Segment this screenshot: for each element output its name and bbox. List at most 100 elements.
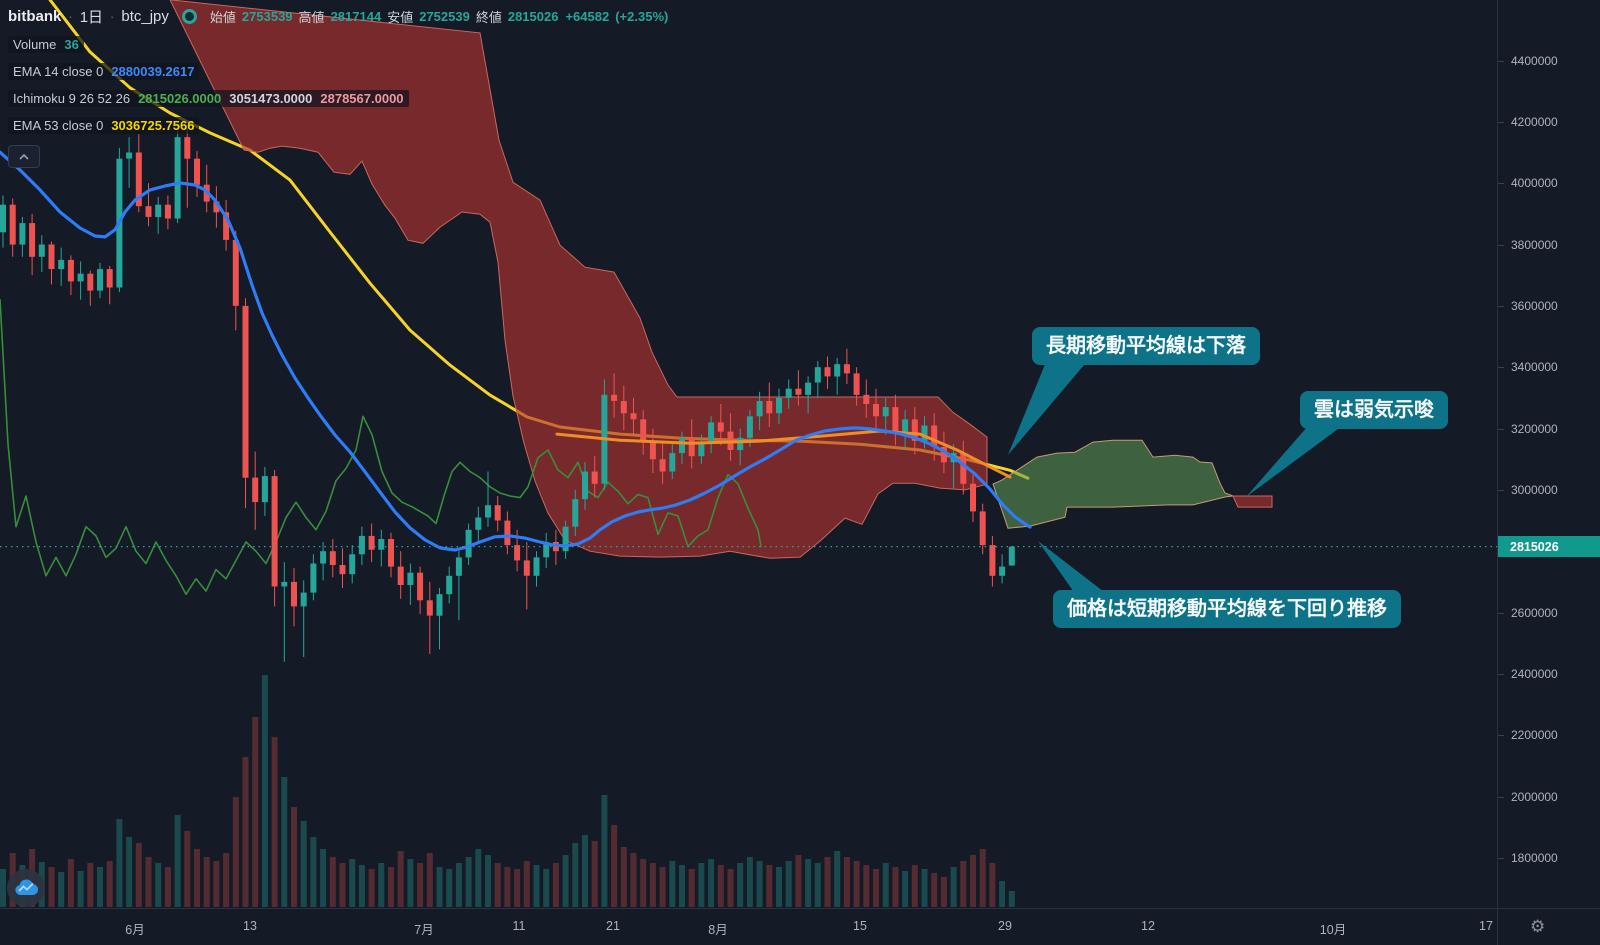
candle-body xyxy=(378,539,385,550)
volume-bar xyxy=(795,855,802,907)
candle-body xyxy=(669,453,676,472)
symbol-title-row[interactable]: bitbank · 1日 · btc_jpy 始値 2753539 高値 281714… xyxy=(8,4,668,28)
volume-bar xyxy=(766,865,773,907)
candle-body xyxy=(155,204,162,217)
callout-long-ma-falling[interactable]: 長期移動平均線は下落 xyxy=(1032,327,1260,365)
axis-settings-corner: ⚙ xyxy=(1497,908,1600,945)
candle-body xyxy=(805,382,812,395)
price-tick-label: 4400000 xyxy=(1511,53,1558,68)
price-tick xyxy=(1498,60,1504,62)
volume-bar xyxy=(261,675,268,907)
volume-bar xyxy=(834,851,841,907)
candle-body xyxy=(77,273,84,282)
volume-bar xyxy=(475,849,482,907)
price-tick-label: 4200000 xyxy=(1511,114,1558,129)
indicator-name: EMA 14 close 0 xyxy=(13,63,104,79)
chevron-up-icon xyxy=(19,153,29,160)
legend-row-ema14[interactable]: EMA 14 close 0 2880039.2617 xyxy=(8,60,668,82)
volume-bar xyxy=(630,853,637,907)
interval-label[interactable]: 1日 xyxy=(79,8,104,26)
ichimoku-mini-bearish-cloud xyxy=(1232,495,1273,508)
volume-bar xyxy=(0,869,6,907)
candle-body xyxy=(591,471,598,484)
candle-body xyxy=(970,483,976,512)
indicator-legend-rows: Volume 36 EMA 14 close 0 2880039.2617 Ichimo… xyxy=(8,33,668,136)
exchange-name[interactable]: bitbank xyxy=(8,7,62,25)
candle-body xyxy=(9,204,16,245)
volume-bar xyxy=(320,849,327,907)
candlestick-chart-canvas[interactable] xyxy=(0,0,1497,908)
candle-body xyxy=(29,223,36,257)
chart-plot-area[interactable] xyxy=(0,0,1497,908)
candle-body xyxy=(863,394,870,404)
ohlc-value: 2815026 xyxy=(507,8,559,24)
candle-body xyxy=(485,505,491,518)
candle-body xyxy=(814,367,821,383)
candle-body xyxy=(58,259,65,270)
gear-icon[interactable]: ⚙ xyxy=(1530,917,1546,936)
volume-bar xyxy=(504,867,511,907)
candle-body xyxy=(349,554,356,575)
volume-bar xyxy=(999,881,1006,907)
volume-bar xyxy=(591,841,598,907)
candle-body xyxy=(892,407,899,432)
price-tick xyxy=(1498,367,1504,369)
candle-body xyxy=(523,560,530,576)
legend-collapse-button[interactable] xyxy=(8,145,40,168)
candle-body xyxy=(776,397,782,414)
volume-bar xyxy=(892,867,899,907)
legend-row-ema53[interactable]: EMA 53 close 0 3036725.7566 xyxy=(8,114,668,136)
candle-body xyxy=(785,388,792,398)
candle-body xyxy=(494,505,501,521)
candle-body xyxy=(795,388,802,395)
candle-body xyxy=(426,600,433,616)
candle-body xyxy=(465,529,472,558)
candle-body xyxy=(145,206,152,217)
candle-body xyxy=(582,471,588,500)
time-tick-label: 29 xyxy=(998,919,1012,933)
price-tick xyxy=(1498,244,1504,246)
volume-bar xyxy=(698,863,705,907)
price-axis[interactable]: 4400000 4200000 4000000 3800000 3600000 34000… xyxy=(1497,0,1600,908)
volume-bar xyxy=(87,863,94,907)
candle-body xyxy=(252,477,259,503)
time-tick-label: 11 xyxy=(512,919,526,933)
candle-body xyxy=(834,364,841,377)
volume-bar xyxy=(358,865,365,907)
volume-bar xyxy=(911,865,918,907)
symbol-name[interactable]: btc_jpy xyxy=(121,7,169,25)
volume-bar xyxy=(611,825,618,907)
candle-body xyxy=(174,137,181,219)
volume-bar xyxy=(543,869,550,907)
volume-bar xyxy=(485,855,491,907)
callout-cloud-bearish[interactable]: 雲は弱気示唆 xyxy=(1300,391,1448,429)
time-axis[interactable]: 6月 13 7月 11 21 8月 15 29 12 10月 17 xyxy=(0,908,1497,945)
volume-bar xyxy=(48,867,55,907)
candle-body xyxy=(271,476,278,587)
platform-logo-badge[interactable] xyxy=(7,869,45,907)
volume-bar xyxy=(271,737,278,907)
indicator-value: 2815026.0000 xyxy=(138,90,222,106)
candle-body xyxy=(388,539,394,567)
volume-bar xyxy=(300,821,307,907)
ohlc-value: 2752539 xyxy=(419,8,470,24)
legend-row-ichimoku[interactable]: Ichimoku 9 26 52 26 2815026.0000 3051473.0… xyxy=(8,87,668,109)
ohlc-label: 始値 xyxy=(209,9,236,25)
ohlc-value: 2753539 xyxy=(241,8,293,24)
volume-bar xyxy=(931,873,938,907)
volume-bar xyxy=(329,857,336,907)
callout-tail-price-below-short-ma xyxy=(1038,541,1108,595)
candle-body xyxy=(960,453,967,484)
candle-body xyxy=(368,535,375,550)
volume-bar xyxy=(368,869,375,907)
indicator-name: Volume xyxy=(13,36,57,52)
volume-bar xyxy=(979,849,986,907)
candle-body xyxy=(106,269,113,288)
legend-row-volume[interactable]: Volume 36 xyxy=(8,33,668,55)
volume-bar xyxy=(242,757,249,907)
callout-price-below-short-ma[interactable]: 価格は短期移動平均線を下回り推移 xyxy=(1053,590,1401,628)
volume-bar xyxy=(688,869,695,907)
candle-body xyxy=(659,459,666,472)
candle-body xyxy=(48,244,55,269)
ichimoku-lagging-span-line xyxy=(0,298,762,595)
